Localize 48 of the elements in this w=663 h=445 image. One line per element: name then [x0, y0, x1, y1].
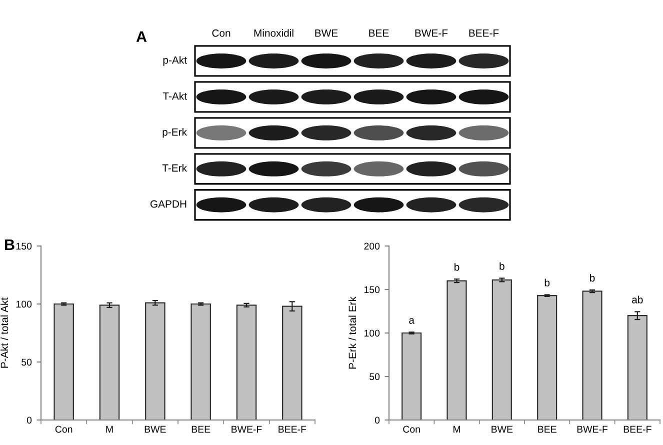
- x-tick-label: M: [454, 426, 460, 433]
- bar: [582, 290, 602, 420]
- bar: [537, 295, 558, 420]
- category-label: p-Erk: [162, 128, 188, 138]
- bar: [446, 280, 467, 420]
- y-tick-label: 150: [16, 242, 32, 250]
- y-tick-label: 50: [370, 373, 380, 380]
- y-tick-label: 150: [364, 286, 380, 294]
- x-tick-label: BWE: [492, 426, 513, 433]
- x-tick-label: BWE: [144, 426, 166, 433]
- text: B: [5, 239, 14, 250]
- text: A: [136, 31, 147, 42]
- x-tick-label: BWE-F: [577, 426, 608, 433]
- annotation: ab: [632, 296, 643, 304]
- category-label: T-Erk: [162, 164, 188, 172]
- category-label: Con: [212, 29, 230, 37]
- x-tick-label: BEE-F: [624, 426, 652, 433]
- y-tick-label: 200: [364, 242, 380, 250]
- x-tick-label: BWE-F: [232, 426, 262, 433]
- category-label: GAPDH: [150, 200, 186, 208]
- category-label: BEE: [369, 30, 389, 37]
- x-tick-label: Con: [55, 426, 72, 433]
- y-tick-label: 50: [22, 358, 32, 366]
- category-label: BWE: [315, 30, 338, 37]
- x-tick-label: M: [106, 426, 113, 433]
- annotation: b: [454, 263, 460, 271]
- bar: [402, 332, 422, 420]
- annotation: b: [544, 278, 550, 286]
- x-tick-label: Con: [403, 426, 420, 433]
- x-tick-label: BEE-F: [278, 426, 306, 433]
- y-axis-title: P-Akt / total Akt: [0, 297, 8, 368]
- x-tick-label: BEE: [538, 426, 556, 433]
- bar: [627, 315, 648, 420]
- annotation: a: [409, 318, 414, 324]
- category-label: BWE-F: [415, 30, 448, 37]
- annotation: b: [590, 274, 595, 282]
- category-label: BEE-F: [469, 30, 499, 37]
- y-tick-label: 100: [364, 330, 380, 337]
- category-label: p-Akt: [163, 56, 187, 66]
- annotation: b: [500, 262, 504, 270]
- y-tick-label: 0: [374, 416, 380, 424]
- x-tick-label: BEE: [192, 426, 210, 433]
- y-tick-label: 100: [16, 300, 32, 308]
- category-label: Minoxidil: [254, 29, 294, 37]
- bar: [492, 279, 512, 420]
- y-axis-title: P-Erk / total Erk: [348, 296, 356, 369]
- category-label: T-Akt: [162, 92, 187, 100]
- y-tick-label: 0: [26, 416, 32, 424]
